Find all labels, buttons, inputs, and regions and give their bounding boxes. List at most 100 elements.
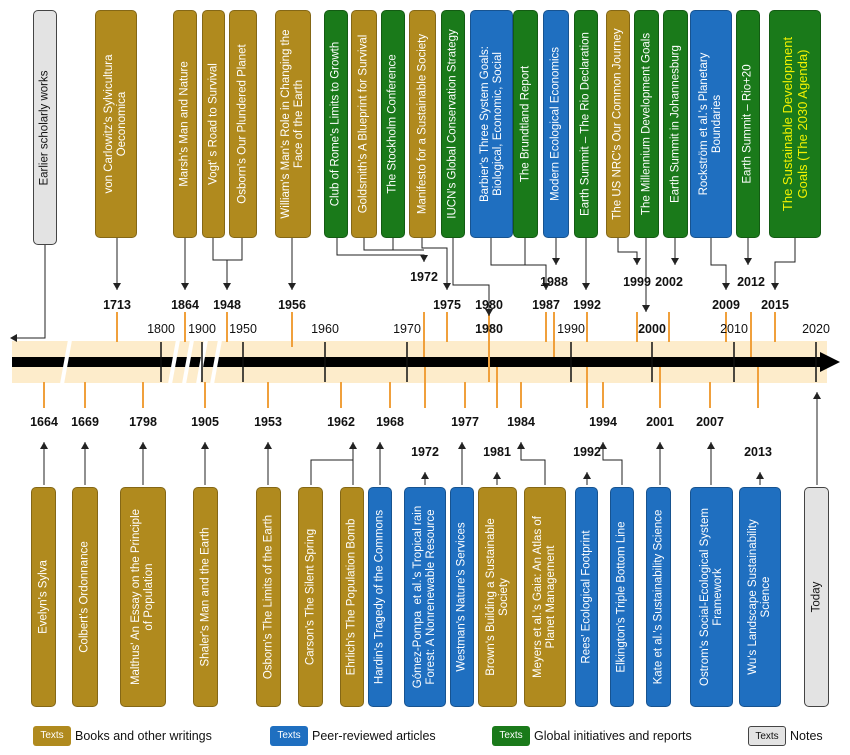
legend-swatch-global: Texts: [492, 726, 530, 746]
top-year-label: 1999: [623, 275, 651, 289]
conn-1999-head: [633, 258, 641, 265]
event-text: Osborn's Our Plundered Planet: [236, 44, 249, 204]
top-event-box: Modern Ecological Economics: [543, 10, 569, 238]
legend-swatch-note: Texts: [748, 726, 786, 746]
event-text: IUCN's Global Conservation Strategy: [446, 29, 459, 219]
conn-1953-head: [264, 442, 272, 449]
event-text: Earth Summit in Johannesburg: [669, 45, 681, 203]
event-text: The Stockholm Conference: [386, 54, 399, 194]
conn-1981-head: [493, 472, 501, 479]
conn-1987-a: [490, 238, 547, 290]
event-text: Meyers et al.'s Gaia: An Atlas of Planet…: [532, 516, 557, 678]
event-text: Westman's Nature's Services: [455, 522, 468, 672]
bottom-year-label: 1981: [483, 445, 511, 459]
event-text: Brown's Building a Sustainable Society: [484, 518, 510, 676]
top-event-box: Earth Summit – The Rio Declaration: [574, 10, 598, 238]
top-event-box: Manifesto for a Sustainable Society: [409, 10, 436, 238]
top-event-box: The Stockholm Conference: [381, 10, 405, 238]
top-year-label: 1980: [475, 298, 503, 312]
bottom-year-label: 1905: [191, 415, 219, 429]
conn-1968-head: [376, 442, 384, 449]
top-year-label: 2012: [737, 275, 765, 289]
conn-earlier: [12, 245, 46, 339]
event-text: Elkington's Triple Bottom Line: [615, 521, 628, 673]
bottom-year-label: 1953: [254, 415, 282, 429]
conn-1992-head: [582, 283, 590, 290]
conn-1972-head: [420, 255, 428, 262]
conn-2013-head: [756, 472, 764, 479]
bottom-event-box: Westman's Nature's Services: [450, 487, 474, 707]
conn-1992b-head: [583, 472, 591, 479]
top-event-box: The Brundtland Report: [513, 10, 538, 238]
top-event-box: Earth Summit – Rio+20: [736, 10, 760, 238]
top-event-box: Barbier's Three System Goals: Biological…: [470, 10, 513, 238]
event-text: Earth Summit – The Rio Declaration: [579, 32, 592, 216]
top-event-box: Goldsmith's A Blueprint for Survival: [351, 10, 377, 238]
legend-label-note: Notes: [790, 729, 823, 743]
conn-1984-head: [517, 442, 525, 449]
bottom-event-box: Malthus' An Essay on the Principle of Po…: [120, 487, 166, 707]
legend-swatch-peer: Texts: [270, 726, 308, 746]
legend-label-peer: Peer-reviewed articles: [312, 729, 436, 743]
event-text: Marsh's Man and Nature: [178, 61, 191, 187]
bottom-year-label: 1992: [573, 445, 601, 459]
note-earlier-works: Earlier scholarly works: [33, 10, 57, 245]
conn-today-head: [813, 392, 821, 399]
bottom-year-label: 1977: [451, 415, 479, 429]
decade-label-1990: 1990: [557, 322, 585, 336]
bottom-event-box: Evelyn's Sylva: [31, 487, 56, 707]
conn-1798-head: [139, 442, 147, 449]
top-year-label: 1713: [103, 298, 131, 312]
conn-1975: [421, 238, 448, 290]
event-text: Osborn's The Limits of the Earth: [262, 514, 274, 680]
top-event-box: Club of Rome's Limits to Growth: [324, 10, 348, 238]
legend-label-book: Books and other writings: [75, 729, 212, 743]
top-event-box: The Millennium Development Goals: [634, 10, 659, 238]
bottom-event-box: Brown's Building a Sustainable Society: [478, 487, 517, 707]
bottom-event-box: Rees' Ecological Footprint: [575, 487, 598, 707]
bottom-year-label: 1962: [327, 415, 355, 429]
conn-1948-head: [223, 283, 231, 290]
top-year-label: 2009: [712, 298, 740, 312]
event-text: Kate et al.'s Sustainability Science: [652, 509, 664, 685]
conn-1905-head: [201, 442, 209, 449]
event-text: Rees' Ecological Footprint: [580, 530, 592, 664]
conn-1984: [520, 442, 546, 485]
scale-break-4: [210, 339, 222, 385]
bottom-year-label: 1994: [589, 415, 617, 429]
decade-label-1950: 1950: [229, 322, 257, 336]
event-text: Hardin's Tragedy of the Commons: [373, 509, 386, 685]
bottom-event-box: Kate et al.'s Sustainability Science: [646, 487, 671, 707]
event-text: Barbier's Three System Goals: Biological…: [478, 45, 504, 203]
note-today: Today: [804, 487, 829, 707]
event-text: Shaler's Man and the Earth: [199, 527, 211, 667]
bottom-year-label: 1798: [129, 415, 157, 429]
conn-2009: [710, 238, 727, 290]
top-event-box: Earth Summit in Johannesburg: [663, 10, 688, 238]
event-text: The Brundtland Report: [519, 65, 531, 183]
event-text: Ehrlich's The Population Bomb: [345, 518, 358, 676]
top-year-label: 1864: [171, 298, 199, 312]
bottom-year-label: 1972: [411, 445, 439, 459]
event-text: The US NRC's Our Common Journey: [611, 28, 624, 220]
decade-label-2000: 2000: [638, 322, 666, 336]
top-year-label: 1992: [573, 298, 601, 312]
top-event-box: Osborn's Our Plundered Planet: [229, 10, 257, 238]
conn-1948-bracket: [212, 238, 243, 261]
conn-1980: [452, 238, 490, 316]
conn-1994: [602, 442, 623, 485]
bottom-year-label: 1669: [71, 415, 99, 429]
bottom-year-label: 1984: [507, 415, 535, 429]
top-event-box: William's Man's Role in Changing the Fac…: [275, 10, 311, 238]
conn-1999: [617, 238, 638, 265]
timeline-axis-arrow: [820, 352, 840, 372]
bottom-event-box: Wu's Landscape Sustainability Science: [739, 487, 781, 707]
event-text: Gómez-Pompa et al.'s Tropical rain Fores…: [412, 505, 437, 689]
conn-1988-head: [552, 258, 560, 265]
conn-1980-head: [485, 309, 493, 316]
conn-2002-head: [671, 258, 679, 265]
conn-1664-head: [40, 442, 48, 449]
event-text: Wu's Landscape Sustainability Science: [747, 519, 772, 675]
top-year-label: 1987: [532, 298, 560, 312]
